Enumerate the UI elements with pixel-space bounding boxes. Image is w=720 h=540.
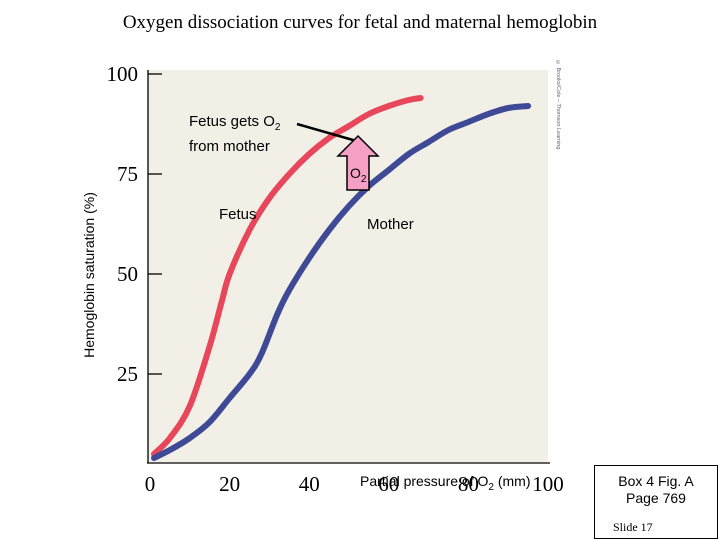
arrow-label-o: O: [350, 165, 361, 181]
callout-pointer-line: [296, 122, 361, 144]
slide-number: Slide 17: [613, 520, 653, 534]
arrow-label-subscript: 2: [360, 173, 367, 185]
callout-group: [296, 122, 380, 191]
y-tick-label: 100: [107, 62, 139, 86]
x-axis-label-main: Partial pressure of O: [360, 473, 489, 489]
arrow-label: O2: [350, 165, 366, 185]
x-axis-label-unit: (mm): [493, 473, 531, 489]
mother-curve: [151, 103, 532, 461]
callout-line1: Fetus gets O: [189, 113, 275, 130]
y-tick-label: 50: [117, 262, 138, 286]
callout-subscript: 2: [274, 122, 281, 133]
fetus-curve: [151, 95, 424, 457]
x-axis-label: Partial pressure of O2 (mm): [360, 473, 531, 493]
y-tick-label: 25: [117, 362, 138, 386]
y-tick-label: 75: [117, 162, 138, 186]
callout-text: Fetus gets O2 from mother: [189, 112, 280, 156]
x-tick-label: 40: [299, 472, 320, 496]
x-tick-label: 100: [532, 472, 564, 496]
y-axis-label: Hemoglobin saturation (%): [81, 192, 97, 358]
series-lines: [151, 95, 532, 461]
figure-reference-box: Box 4 Fig. A Page 769 Slide 17: [594, 465, 718, 539]
x-axis-label-subscript: 2: [488, 481, 494, 493]
tick-labels: 100 75 50 25 0 20 40 60 80 100: [107, 62, 564, 496]
x-tick-label: 20: [219, 472, 240, 496]
figure-reference-line2: Page 769: [626, 490, 686, 506]
o2-arrow-icon: [336, 134, 380, 191]
x-tick-label: 80: [458, 472, 479, 496]
figure-reference-line1: Box 4 Fig. A: [618, 473, 694, 489]
x-tick-label: 0: [145, 472, 156, 496]
copyright-credit: © Brooks/Cole – Thomson Learning: [555, 60, 561, 150]
callout-line2: from mother: [189, 138, 270, 155]
fetus-label: Fetus: [219, 206, 257, 223]
chart-title: Oxygen dissociation curves for fetal and…: [122, 12, 598, 33]
mother-label: Mother: [367, 216, 414, 233]
plot-area: [148, 70, 548, 462]
axes: [147, 70, 550, 464]
x-tick-label: 60: [378, 472, 399, 496]
